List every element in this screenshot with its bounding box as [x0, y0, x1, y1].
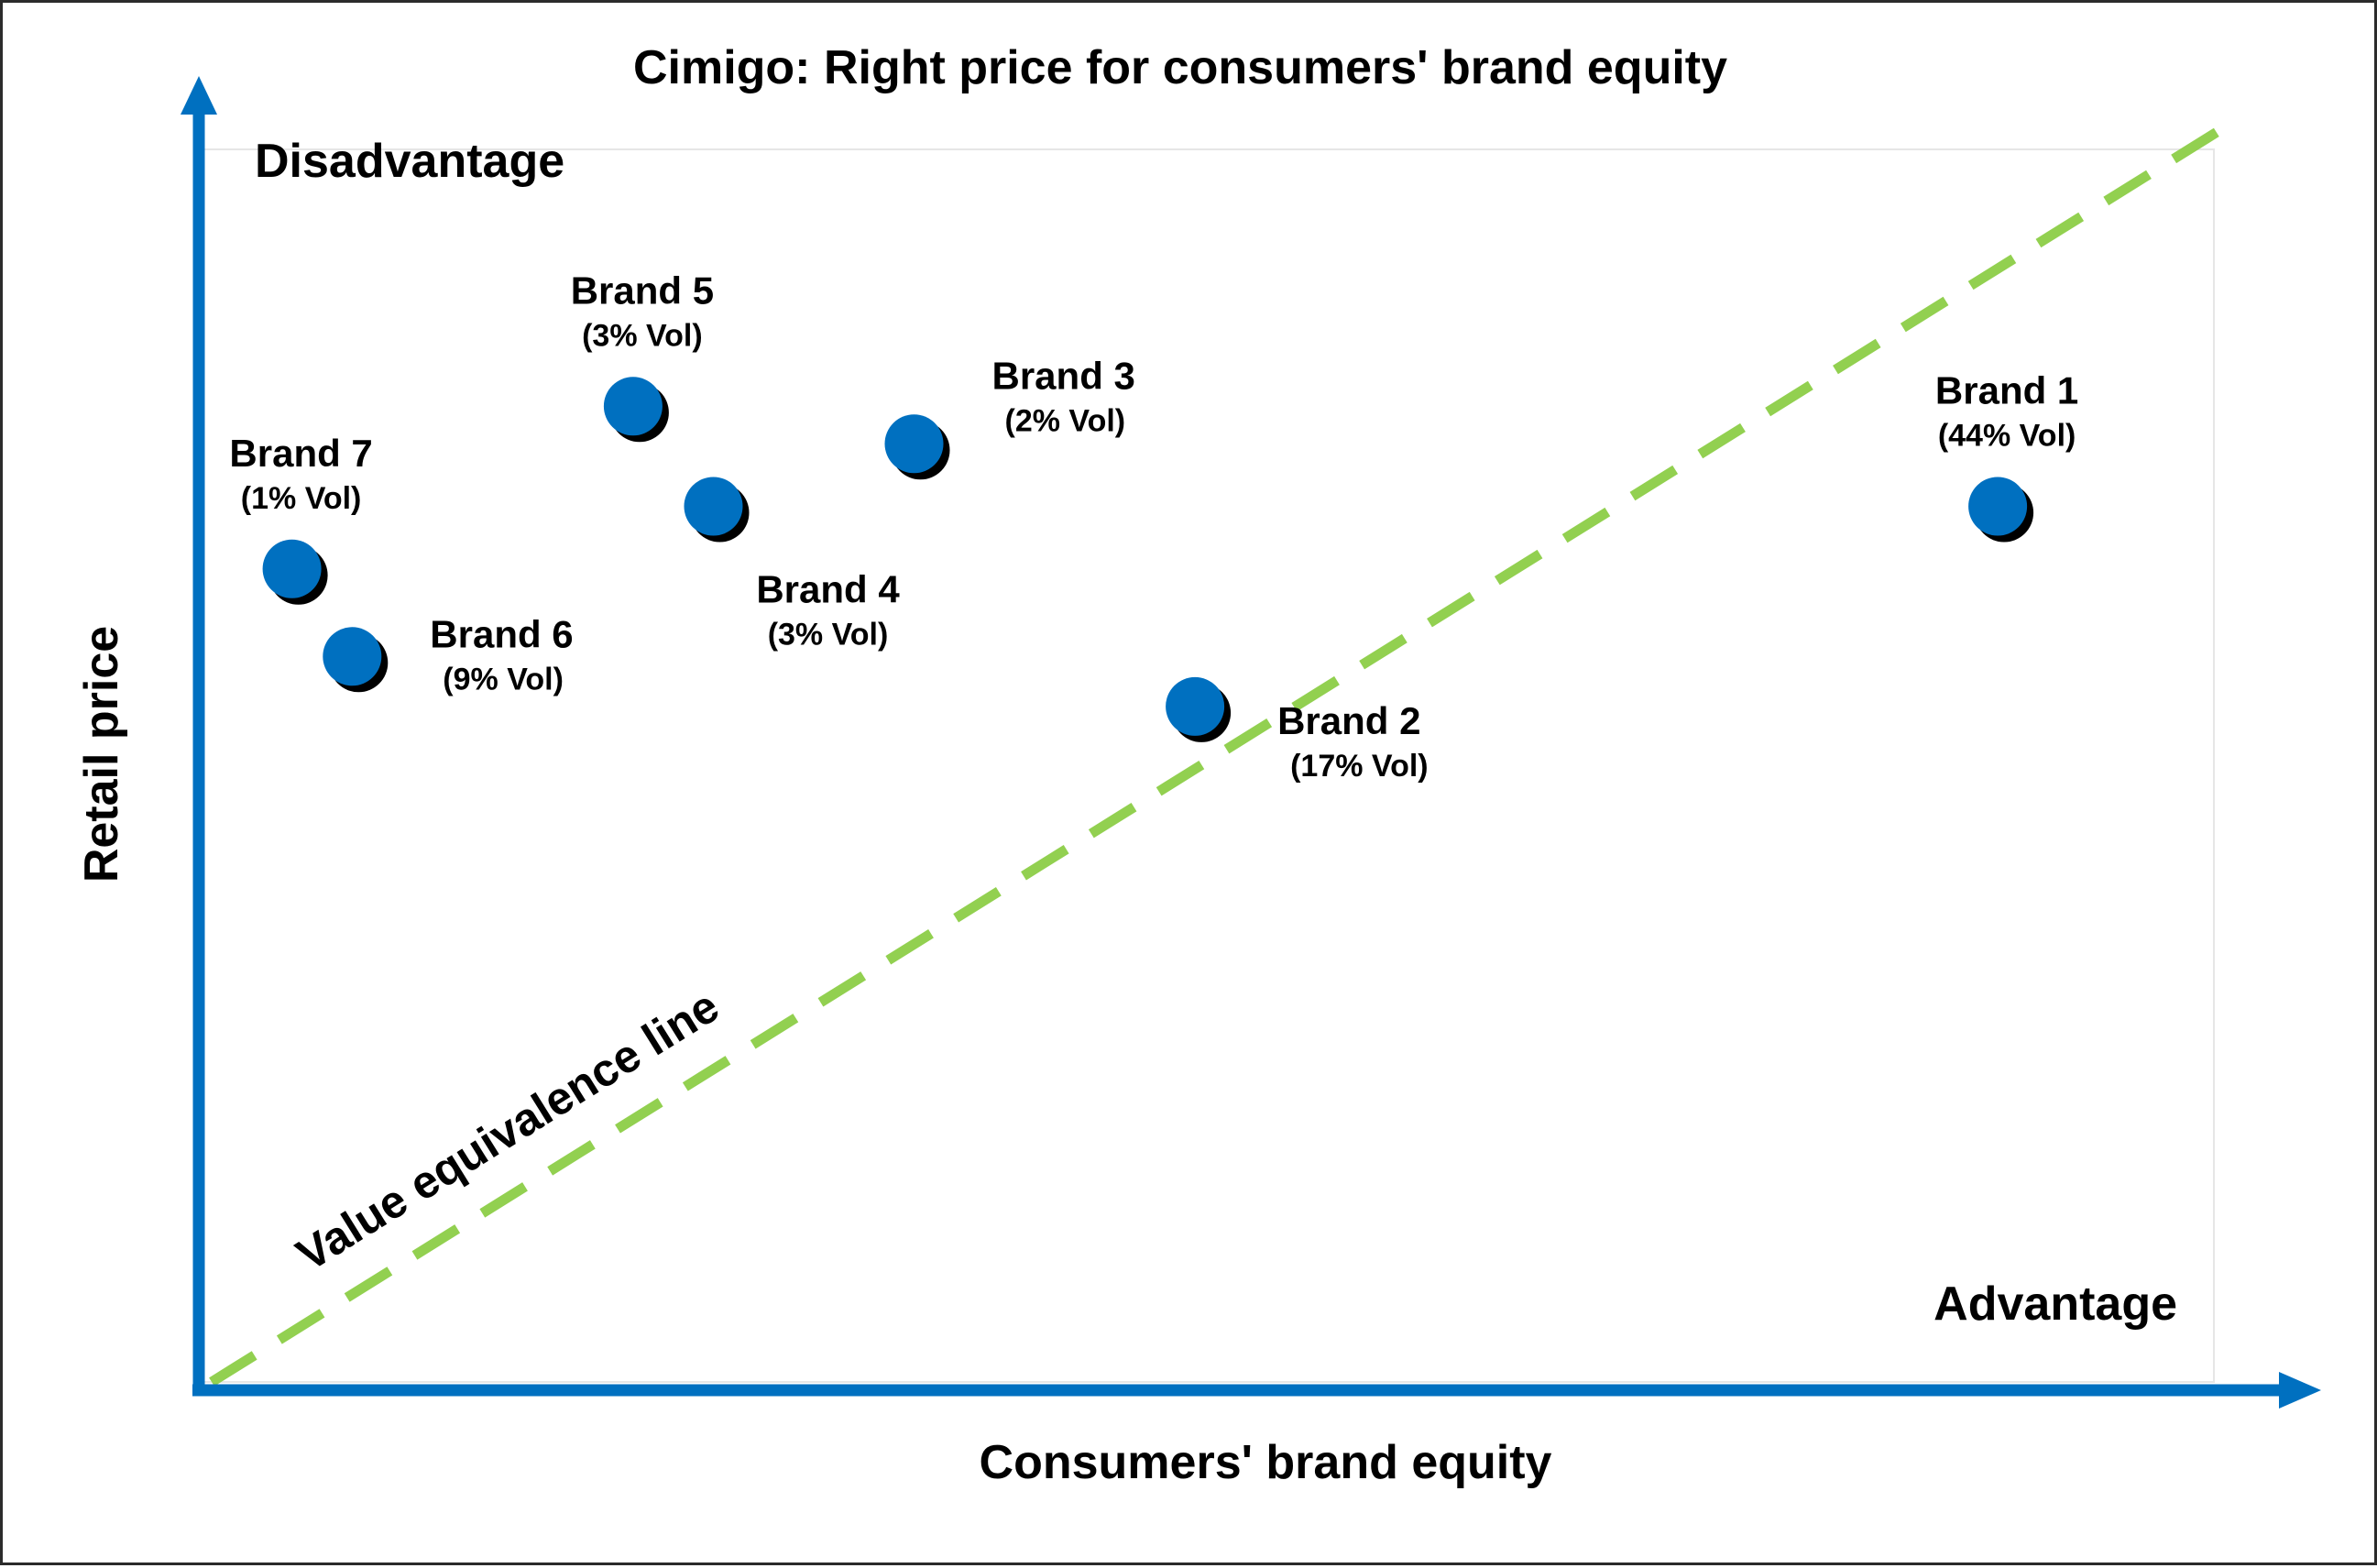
data-point-volume-label: (1% Vol) [241, 481, 362, 516]
data-point-marker [262, 539, 322, 598]
data-point-marker [684, 477, 743, 536]
data-point-6: Brand 6 (9% Vol) [323, 612, 574, 696]
data-point-label: Brand 4 [756, 568, 900, 611]
chart-title: Cimigo: Right price for consumers' brand… [633, 41, 1727, 94]
data-point-volume-label: (2% Vol) [1005, 403, 1126, 438]
data-point-2: Brand 2 (17% Vol) [1166, 676, 1429, 784]
data-point-marker [1166, 676, 1225, 736]
data-point-3: Brand 3 (2% Vol) [884, 354, 1135, 480]
y-axis-label: Retail price [75, 626, 128, 883]
data-point-1: Brand 1 (44% Vol) [1935, 369, 2078, 543]
data-point-label: Brand 1 [1935, 369, 2078, 412]
data-point-label: Brand 2 [1277, 699, 1420, 742]
data-point-volume-label: (3% Vol) [582, 318, 703, 353]
data-point-volume-label: (9% Vol) [443, 662, 564, 696]
data-point-marker [603, 377, 663, 436]
x-axis-arrowhead [2279, 1372, 2321, 1409]
data-point-4: Brand 4 (3% Vol) [684, 477, 900, 652]
data-point-label: Brand 3 [992, 354, 1135, 397]
data-point-label: Brand 5 [571, 269, 714, 312]
data-point-label: Brand 6 [430, 612, 573, 655]
data-point-marker [884, 414, 944, 474]
y-axis-arrowhead [181, 76, 217, 115]
quadrant-label-disadvantage: Disadvantage [255, 135, 564, 188]
data-point-marker [323, 627, 382, 686]
points-layer: Brand 1 (44% Vol) Brand 2 (17% Vol) Brand 3 (… [229, 269, 2078, 784]
data-point-label: Brand 7 [229, 432, 372, 475]
plot-area [202, 148, 2215, 1383]
data-point-5: Brand 5 (3% Vol) [571, 269, 714, 443]
quadrant-label-advantage: Advantage [1933, 1277, 2177, 1331]
data-point-7: Brand 7 (1% Vol) [229, 432, 373, 605]
data-point-marker [1968, 477, 2028, 536]
data-point-volume-label: (44% Vol) [1938, 419, 2076, 454]
data-point-volume-label: (3% Vol) [768, 618, 889, 652]
x-axis-label: Consumers' brand equity [980, 1436, 1552, 1489]
scatter-chart: Value equivalence line Cimigo: Right pri… [75, 41, 2321, 1489]
data-point-volume-label: (17% Vol) [1290, 749, 1429, 784]
